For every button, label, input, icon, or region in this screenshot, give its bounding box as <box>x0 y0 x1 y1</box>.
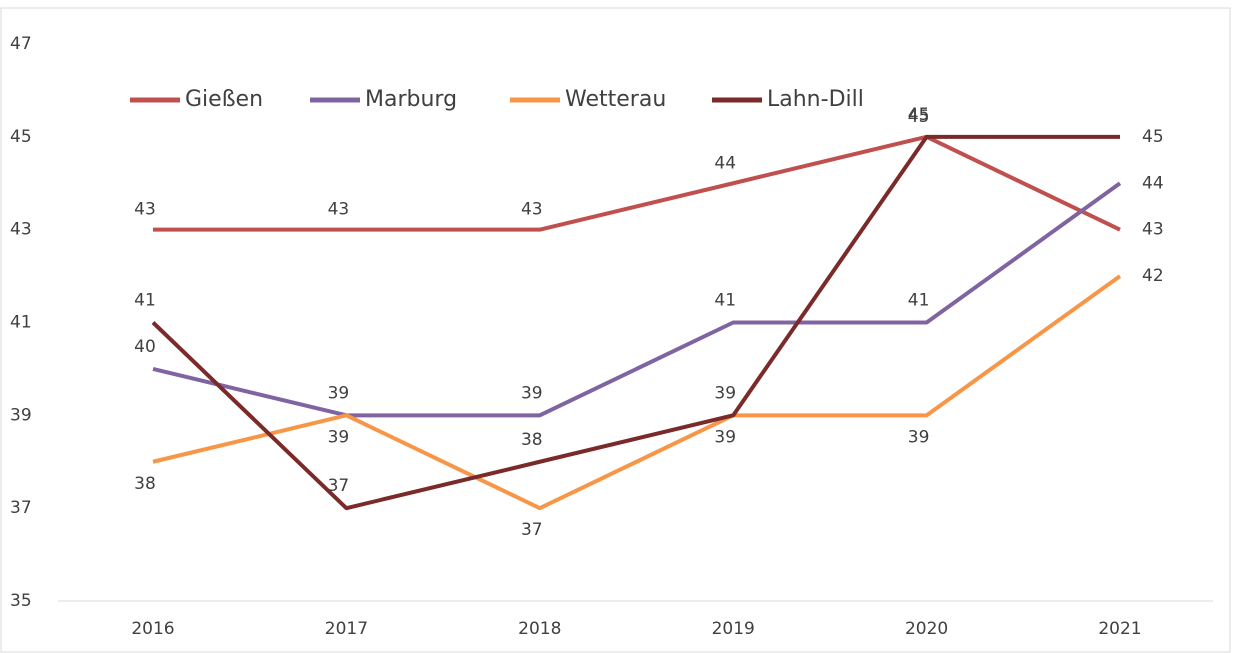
data-label: 37 <box>521 520 543 540</box>
legend-label: Gießen <box>185 87 263 112</box>
legend-label: Marburg <box>365 87 457 112</box>
data-label: 39 <box>714 383 736 403</box>
chart-frame <box>0 7 1231 653</box>
data-label: 43 <box>134 200 156 220</box>
data-label: 45 <box>908 107 930 127</box>
data-label: 45 <box>908 105 930 125</box>
legend-label: Wetterau <box>565 87 666 112</box>
data-label: 43 <box>521 200 543 220</box>
data-label: 44 <box>714 153 736 173</box>
data-label: 40 <box>134 337 156 357</box>
series-line <box>153 134 1121 232</box>
x-tick-label: 2018 <box>518 619 561 639</box>
data-label: 43 <box>328 200 350 220</box>
data-label: 39 <box>328 383 350 403</box>
data-label: 45 <box>1142 127 1164 147</box>
y-tick-label: 35 <box>10 591 32 611</box>
x-tick-label: 2021 <box>1098 619 1141 639</box>
data-label: 43 <box>1142 220 1164 240</box>
data-label: 37 <box>328 476 350 496</box>
x-tick-label: 2017 <box>325 619 368 639</box>
data-label: 38 <box>134 474 156 494</box>
y-tick-label: 41 <box>10 313 32 333</box>
series-line <box>152 181 1122 418</box>
data-label: 42 <box>1142 266 1164 286</box>
data-label: 41 <box>908 291 930 311</box>
y-tick-label: 43 <box>10 220 32 240</box>
data-label: 39 <box>328 427 350 447</box>
data-label: 41 <box>134 291 156 311</box>
x-tick-label: 2019 <box>712 619 755 639</box>
y-tick-label: 47 <box>10 34 32 54</box>
data-label: 38 <box>521 430 543 450</box>
data-label: 39 <box>908 427 930 447</box>
series-line <box>152 274 1122 511</box>
data-label: 41 <box>714 291 736 311</box>
legend-label: Lahn-Dill <box>767 87 864 112</box>
data-label: 39 <box>521 383 543 403</box>
x-tick-label: 2020 <box>905 619 948 639</box>
y-tick-label: 45 <box>10 127 32 147</box>
series-line <box>151 134 1120 511</box>
data-label: 44 <box>1142 173 1164 193</box>
x-tick-label: 2016 <box>131 619 174 639</box>
y-tick-label: 37 <box>10 498 32 518</box>
y-tick-label: 39 <box>10 405 32 425</box>
data-label: 39 <box>714 427 736 447</box>
